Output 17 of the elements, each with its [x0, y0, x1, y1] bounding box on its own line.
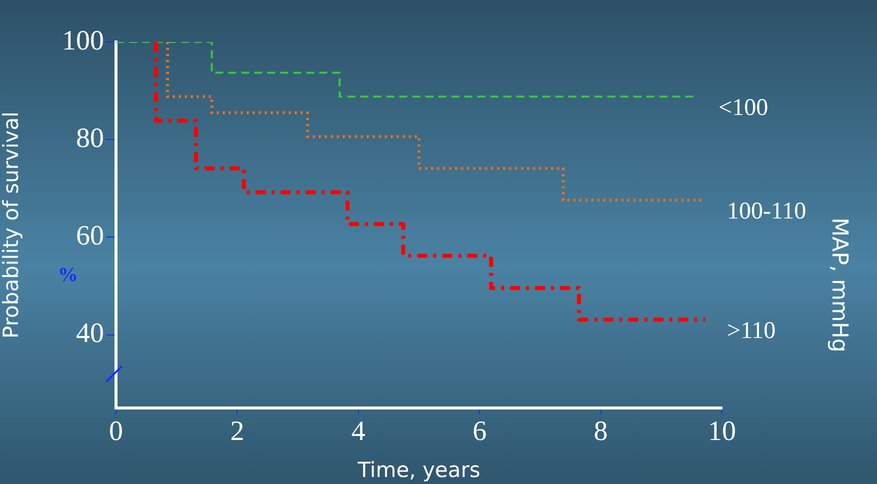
y-tick-label: 80	[76, 122, 104, 154]
series-label: 100-110	[727, 198, 806, 224]
x-axis-title: Time, years	[356, 458, 480, 482]
x-tick-label: 6	[472, 416, 487, 448]
y-tick-label: 40	[76, 318, 104, 350]
x-tick-label: 8	[594, 416, 608, 448]
legend-title: MAP, mmHg	[826, 218, 852, 352]
y-tick-label: 100	[62, 25, 104, 56]
x-tick-label: 2	[230, 416, 244, 448]
x-tick-label: 4	[351, 416, 366, 448]
series-label: >110	[727, 318, 776, 344]
x-tick-label: 0	[109, 416, 123, 448]
y-tick-label: 60	[76, 220, 104, 252]
x-tick-label: 10	[708, 416, 736, 448]
y-axis-title: Probability of survival	[0, 112, 24, 338]
series-label: <100	[718, 94, 768, 121]
text: %	[58, 264, 78, 286]
